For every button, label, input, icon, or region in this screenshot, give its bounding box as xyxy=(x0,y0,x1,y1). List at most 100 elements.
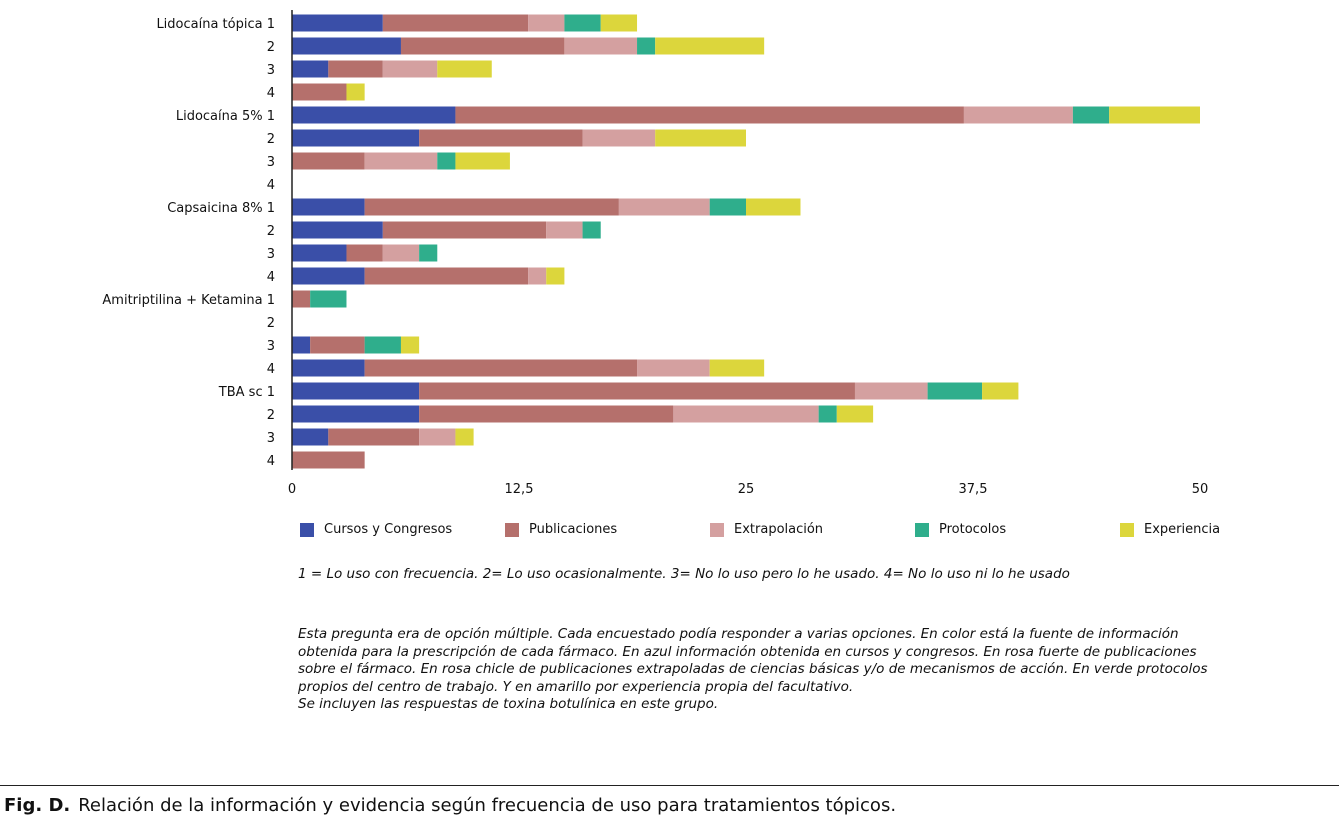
bar-segment xyxy=(292,405,420,423)
bar-segment xyxy=(292,244,347,262)
bar-segment xyxy=(982,382,1019,400)
category-label: 2 xyxy=(267,40,275,55)
legend-label: Cursos y Congresos xyxy=(324,522,453,537)
legend-item: Publicaciones xyxy=(505,522,710,537)
bar-segment xyxy=(292,60,329,78)
legend-label: Protocolos xyxy=(939,522,1007,537)
x-tick-label: 25 xyxy=(738,482,755,497)
bar-segment xyxy=(528,14,565,32)
bar-segment xyxy=(455,106,964,124)
bar-segment xyxy=(419,244,438,262)
bar-segment xyxy=(709,359,765,377)
legend-item: Experiencia xyxy=(1120,522,1325,537)
legend-swatch xyxy=(915,522,929,537)
bar-segment xyxy=(364,198,619,216)
legend-swatch xyxy=(505,522,519,537)
bar-segment xyxy=(455,152,510,170)
bar-segment xyxy=(600,14,638,32)
category-label: Capsaicina 8% 1 xyxy=(167,201,275,216)
bar-segment xyxy=(419,129,583,147)
legend-item: Extrapolación xyxy=(710,522,915,537)
divider xyxy=(0,785,1339,786)
figure-caption: Fig. D. Relación de la información y evid… xyxy=(4,795,896,816)
caption-text: Relación de la información y evidencia s… xyxy=(78,795,897,816)
category-label: 3 xyxy=(267,339,275,354)
bar-segment xyxy=(836,405,874,423)
bar-segment xyxy=(637,359,710,377)
bar-segment xyxy=(382,244,420,262)
description-text: Esta pregunta era de opción múltiple. Ca… xyxy=(298,626,1208,695)
stacked-bar-chart: Lidocaína tópica 1 2 3 4 Lidocaína 5% 1 2 3 4 Ca… xyxy=(102,10,1208,497)
bar-segment xyxy=(709,198,746,216)
category-label: 2 xyxy=(267,408,275,423)
bar-segment xyxy=(292,106,456,124)
bar-segment xyxy=(1109,106,1200,124)
bar-segment xyxy=(637,37,656,55)
bar-segment xyxy=(419,428,456,446)
legend-swatch xyxy=(710,522,724,537)
bar-segment xyxy=(655,129,746,147)
category-label: Amitriptilina + Ketamina 1 xyxy=(102,293,275,308)
bar-segment xyxy=(1072,106,1110,124)
bar-segment xyxy=(419,405,674,423)
legend-item: Protocolos xyxy=(915,522,1120,537)
bar-segment xyxy=(328,60,383,78)
category-label: 4 xyxy=(267,178,275,193)
x-tick-label: 12,5 xyxy=(505,482,534,497)
bar-segment xyxy=(364,152,438,170)
bar-segment xyxy=(364,336,401,354)
bar-segment xyxy=(546,267,565,285)
category-label: 2 xyxy=(267,224,275,239)
legend-item: Cursos y Congresos xyxy=(300,522,505,537)
bar-segment xyxy=(582,221,601,239)
x-tick-label: 0 xyxy=(288,482,296,497)
bar-segment xyxy=(382,60,438,78)
bar-segment xyxy=(564,37,638,55)
bar-segment xyxy=(292,290,311,308)
bar-segment xyxy=(292,382,420,400)
bar-segment xyxy=(400,336,420,354)
bar-segment xyxy=(618,198,710,216)
description-note: Esta pregunta era de opción múltiple. Ca… xyxy=(298,626,1218,714)
legend-swatch xyxy=(300,522,314,537)
scale-note: 1 = Lo uso con frecuencia. 2= Lo uso oca… xyxy=(298,566,1070,582)
bar-segment xyxy=(746,198,801,216)
legend-label: Publicaciones xyxy=(529,522,618,537)
bar-segment xyxy=(673,405,819,423)
bar-segment xyxy=(854,382,928,400)
bar-segment xyxy=(310,336,365,354)
bar-segment xyxy=(437,60,492,78)
bar-segment xyxy=(310,290,347,308)
bar-segment xyxy=(437,152,456,170)
bar-segment xyxy=(292,83,347,101)
bar-segment xyxy=(346,83,365,101)
bar-segment xyxy=(818,405,837,423)
bar-segment xyxy=(292,152,365,170)
bar-segment xyxy=(546,221,583,239)
bar-segment xyxy=(292,336,311,354)
extra-text: Se incluyen las respuestas de toxina bot… xyxy=(298,696,719,712)
category-label: 4 xyxy=(267,362,275,377)
category-label: Lidocaína 5% 1 xyxy=(176,109,275,124)
bar-segment xyxy=(292,14,383,32)
bar-segment xyxy=(382,14,529,32)
legend-label: Experiencia xyxy=(1144,522,1221,537)
bar-segment xyxy=(582,129,656,147)
bar-segment xyxy=(292,267,365,285)
category-label: 3 xyxy=(267,63,275,78)
bar-segment xyxy=(292,359,365,377)
bar-segment xyxy=(927,382,983,400)
category-label: 4 xyxy=(267,454,275,469)
category-label: 3 xyxy=(267,431,275,446)
bar-segment xyxy=(419,382,855,400)
bar-segment xyxy=(292,129,420,147)
category-label: TBA sc 1 xyxy=(218,385,275,400)
category-label: 4 xyxy=(267,86,275,101)
legend-swatch xyxy=(1120,522,1134,537)
bar-segment xyxy=(963,106,1073,124)
bar-segment xyxy=(364,267,529,285)
bar-segment xyxy=(346,244,383,262)
bar-segment xyxy=(292,198,365,216)
category-label: 4 xyxy=(267,270,275,285)
category-label: 2 xyxy=(267,132,275,147)
